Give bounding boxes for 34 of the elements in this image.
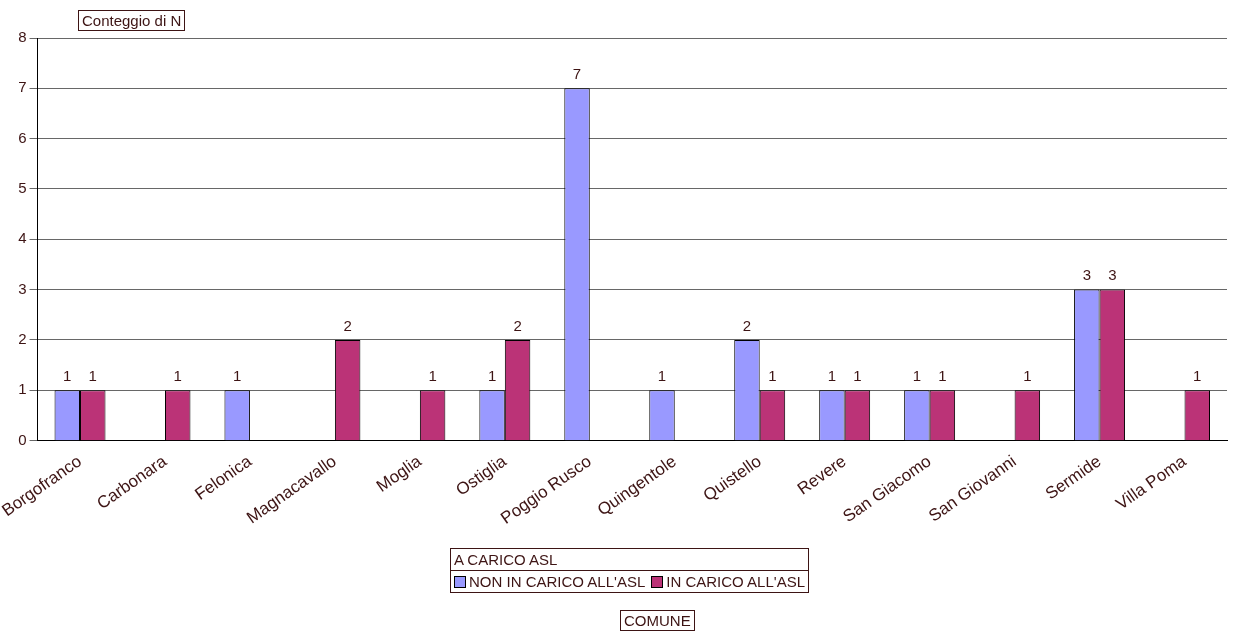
data-label: 2 [742,316,752,334]
legend-label: NON IN CARICO ALL'ASL [468,573,646,590]
data-label: 1 [768,366,777,384]
y-tick-label: 0 [18,430,27,448]
data-label: 1 [173,366,182,384]
data-label: 1 [487,366,497,384]
data-label: 1 [853,366,862,384]
data-label: 2 [513,316,522,334]
data-label: 1 [63,366,72,384]
data-label: 2 [343,316,352,334]
y-tick-label: 3 [18,279,27,297]
y-tick-label: 5 [18,179,27,197]
y-tick-label: 8 [18,28,27,46]
y-tick-label: 7 [18,78,27,96]
data-label: 7 [572,64,582,82]
data-label: 1 [88,366,97,384]
y-tick-label: 2 [18,330,27,348]
data-label: 1 [938,366,947,384]
data-label: 1 [827,366,837,384]
chart-title: Conteggio di N [78,10,186,31]
data-label: 1 [912,366,922,384]
y-tick-label: 4 [18,229,27,247]
data-label: 1 [233,366,242,384]
data-label: 1 [428,366,437,384]
data-label: 3 [1082,266,1091,284]
data-label: 1 [1193,366,1202,384]
y-tick-label: 1 [18,380,27,398]
legend-label: IN CARICO ALL'ASL [665,573,805,590]
data-label: 3 [1108,266,1117,284]
text: COMUNE [620,610,695,631]
data-label: 1 [1023,366,1032,384]
y-tick-label: 6 [18,128,27,146]
data-label: 1 [657,366,667,384]
legend-title: A CARICO ASL [451,549,808,571]
